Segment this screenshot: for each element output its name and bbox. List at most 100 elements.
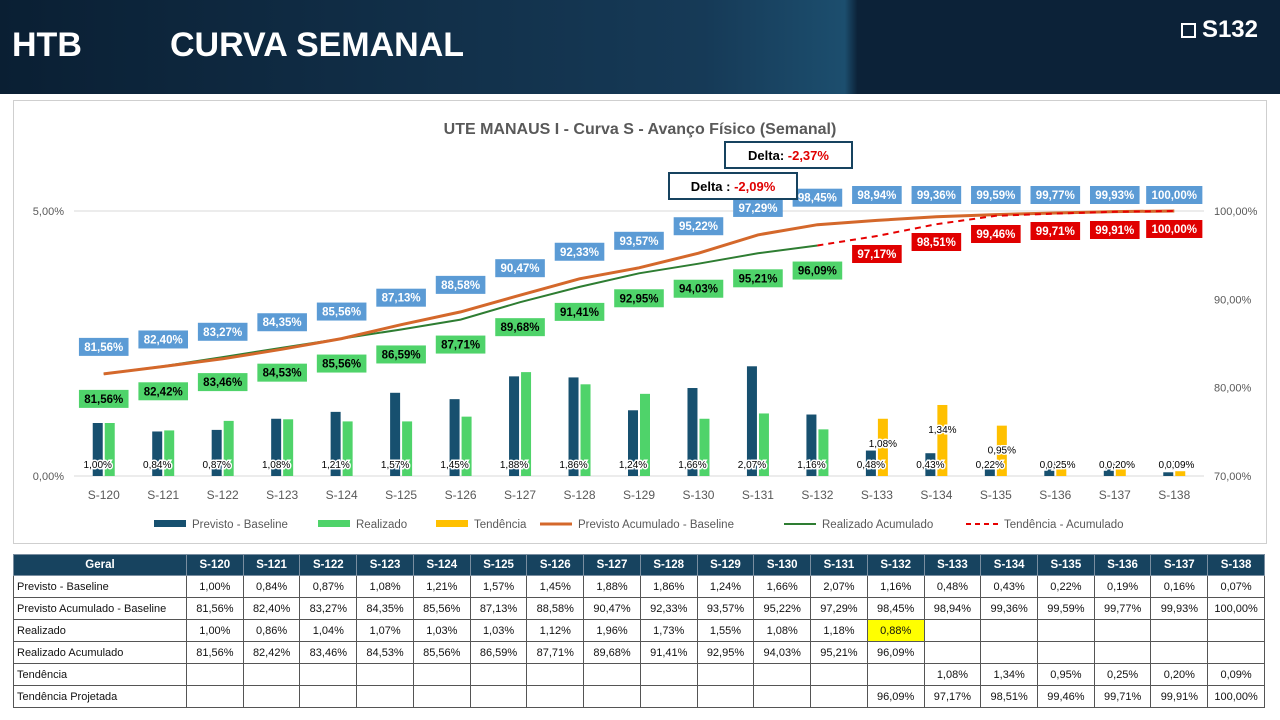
header-banner: HTB CURVA SEMANAL S132 [0, 0, 1280, 94]
table-header-cell: S-126 [526, 554, 585, 576]
delta-annotation-box [724, 141, 853, 169]
s-curve-chart: UTE MANAUS I - Curva S - Avanço Físico (… [33, 121, 1258, 531]
table-cell: 82,40% [242, 597, 301, 620]
table-cell: 99,59% [1037, 597, 1095, 620]
legend-swatch [154, 520, 186, 527]
label-realizado-acumulado-box [495, 318, 545, 337]
table-cell: 0,87% [299, 575, 358, 598]
table-cell [1150, 619, 1209, 642]
table-cell: 91,41% [639, 641, 698, 664]
label-tendencia-acumulado-box [1089, 221, 1140, 239]
table-cell [1093, 641, 1152, 664]
label-previsto-acumulado: 98,94% [857, 190, 896, 202]
x-tick-label: S-137 [1099, 488, 1131, 502]
table-header-cell: S-134 [980, 554, 1039, 576]
x-tick-label: S-138 [1158, 488, 1190, 502]
x-tick-label: S-125 [385, 488, 417, 502]
table-header-cell: Geral [13, 554, 187, 576]
label-tendencia-acumulado-box [1030, 222, 1081, 240]
table-cell: 88,58% [526, 597, 585, 620]
label-previsto-acumulado: 90,47% [501, 263, 540, 275]
bar-previsto-label: 1,16% [797, 460, 825, 471]
label-realizado-acumulado-box [197, 373, 248, 392]
table-cell [639, 663, 698, 686]
table-cell: 99,93% [1150, 597, 1209, 620]
label-tendencia-acumulado-box [971, 225, 1021, 243]
label-previsto-acumulado-box [78, 337, 129, 356]
table-row-label: Tendência [13, 663, 187, 686]
bar-previsto-label: 1,45% [440, 460, 468, 471]
table-cell: 81,56% [186, 641, 244, 664]
bar-previsto-label: 0,22% [976, 460, 1004, 471]
label-tendencia-acumulado: 97,17% [857, 249, 896, 261]
table-header-cell: S-123 [356, 554, 414, 576]
bar-realizado [283, 419, 294, 476]
label-previsto-acumulado-box [435, 275, 486, 294]
label-previsto-acumulado-box [792, 188, 843, 207]
table-header-cell: S-130 [753, 554, 812, 576]
table-cell: 96,09% [866, 685, 925, 708]
bar-tendencia-label: 0,09% [1166, 460, 1194, 471]
label-previsto-acumulado-box [733, 198, 783, 217]
bar-previsto-label: 1,66% [678, 460, 706, 471]
bar-previsto [509, 376, 520, 476]
label-previsto-acumulado-box [257, 313, 307, 332]
table-cell: 0,22% [1037, 575, 1095, 598]
bar-tendencia [996, 425, 1007, 476]
label-previsto-acumulado-box [673, 217, 724, 236]
bar-tendencia [1056, 462, 1067, 476]
table-cell: 0,20% [1150, 663, 1209, 686]
table-row-label: Realizado Acumulado [13, 641, 187, 664]
bar-previsto [746, 366, 757, 476]
bar-previsto [211, 429, 222, 476]
bar-tendencia-label: 1,34% [928, 425, 956, 436]
brand-label: HTB [12, 26, 82, 64]
table-cell: 1,88% [583, 575, 641, 598]
delta-annotation: Delta: -2,37% [748, 148, 829, 163]
table-cell: 0,95% [1037, 663, 1095, 686]
bar-realizado [461, 416, 472, 476]
table-row: Realizado 1,00% 0,86% 1,04% 1,07% 1,03% 1,03% 1… [13, 619, 1265, 642]
label-previsto-acumulado: 99,93% [1095, 190, 1134, 202]
table-cell [1207, 619, 1265, 642]
table-cell: 86,59% [469, 641, 528, 664]
x-tick-label: S-126 [445, 488, 477, 502]
label-previsto-acumulado: 98,45% [798, 193, 837, 205]
table-cell [980, 641, 1039, 664]
bar-previsto [568, 377, 579, 476]
bar-realizado [521, 372, 532, 476]
label-previsto-acumulado: 99,59% [976, 190, 1015, 202]
table-cell [980, 619, 1039, 642]
table-cell: 0,88% [866, 619, 925, 642]
label-previsto-acumulado: 81,56% [84, 342, 123, 354]
label-previsto-acumulado: 92,33% [560, 247, 599, 259]
bar-previsto [271, 418, 282, 476]
table-cell [810, 663, 868, 686]
x-tick-label: S-130 [682, 488, 714, 502]
table-header-cell: S-132 [866, 554, 925, 576]
chart-title: UTE MANAUS I - Curva S - Avanço Físico (… [444, 121, 837, 138]
bar-previsto [449, 399, 460, 476]
y-right-tick-label: 100,00% [1214, 206, 1258, 218]
line-previsto-acumulado [103, 209, 1175, 376]
table-header-cell: S-137 [1150, 554, 1209, 576]
table-header-cell: S-127 [583, 554, 641, 576]
table-cell [299, 685, 358, 708]
x-tick-label: S-120 [88, 488, 120, 502]
bar-previsto [628, 410, 638, 476]
label-previsto-acumulado-box [495, 259, 545, 278]
table-cell [696, 663, 755, 686]
table-cell [469, 685, 528, 708]
bar-tendencia [1175, 471, 1186, 476]
y-right-tick-label: 80,00% [1214, 383, 1252, 395]
week-code: S132 [1180, 16, 1258, 44]
table-cell: 82,42% [242, 641, 301, 664]
bar-realizado [104, 423, 115, 476]
label-realizado-acumulado: 95,21% [738, 273, 777, 285]
bar-realizado [580, 384, 591, 476]
table-cell: 1,12% [526, 619, 585, 642]
label-previsto-acumulado: 99,36% [917, 190, 956, 202]
table-cell [186, 685, 244, 708]
bar-previsto-label: 1,24% [619, 460, 647, 471]
chart-panel: UTE MANAUS I - Curva S - Avanço Físico (… [13, 100, 1267, 544]
